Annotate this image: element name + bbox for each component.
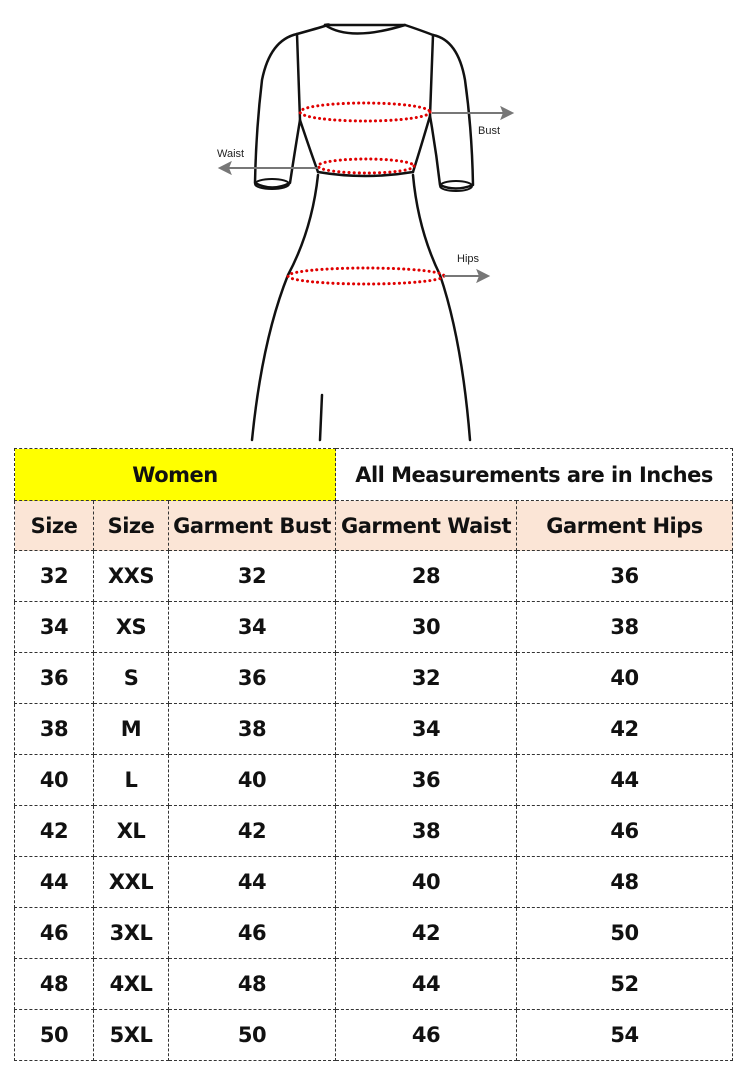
table-title-row: Women All Measurements are in Inches [13, 448, 734, 501]
dress-right-skirt [411, 173, 472, 442]
table-cell: 40 [516, 652, 734, 704]
table-cell: 32 [335, 652, 518, 704]
table-cell: 5XL [93, 1009, 169, 1061]
hips-label: Hips [457, 253, 480, 265]
table-cell: 3XL [93, 907, 169, 959]
waist-label: Waist [217, 148, 244, 160]
table-cell: 42 [14, 805, 94, 857]
table-cell: XL [93, 805, 169, 857]
table-cell: 48 [14, 958, 94, 1010]
table-cell: 42 [516, 703, 734, 755]
table-cell: 36 [14, 652, 94, 704]
table-cell: 40 [167, 754, 337, 806]
table-row: 40 L 40 36 44 [14, 754, 734, 806]
table-cell: XS [93, 601, 169, 653]
table-cell: 38 [14, 703, 94, 755]
column-header: Garment Bust [167, 500, 337, 551]
table-cell: 52 [516, 958, 734, 1010]
table-cell: 32 [167, 550, 337, 602]
table-cell: 42 [167, 805, 337, 857]
table-cell: 40 [14, 754, 94, 806]
table-row: 34 XS 34 30 38 [14, 601, 734, 653]
bust-label: Bust [478, 125, 500, 137]
table-cell: 46 [335, 1009, 518, 1061]
dress-neck-inner [323, 23, 407, 35]
column-header: Garment Waist [335, 500, 518, 551]
column-header: Size [14, 500, 94, 551]
hips-measure-line [286, 266, 446, 286]
table-cell: 44 [167, 856, 337, 908]
table-cell: 50 [14, 1009, 94, 1061]
table-cell: 44 [516, 754, 734, 806]
dress-right-sleeve [428, 33, 475, 190]
table-row: 46 3XL 46 42 50 [14, 907, 734, 959]
table-cell: 36 [167, 652, 337, 704]
table-cell: 46 [167, 907, 337, 959]
column-header: Garment Hips [516, 500, 734, 551]
table-cell: 50 [167, 1009, 337, 1061]
dress-left-sleeve [253, 32, 302, 189]
table-cell: 38 [335, 805, 518, 857]
table-cell: L [93, 754, 169, 806]
table-cell: 46 [516, 805, 734, 857]
bust-measure-line [298, 101, 432, 123]
table-cell: 34 [14, 601, 94, 653]
dress-right-bodice [411, 33, 435, 174]
dress-left-bodice [295, 32, 320, 174]
dress-neckline [295, 23, 435, 37]
table-cell: 30 [335, 601, 518, 653]
table-cell: XXS [93, 550, 169, 602]
table-cell: 38 [516, 601, 734, 653]
table-cell: 4XL [93, 958, 169, 1010]
dress-center-fold [318, 393, 324, 442]
table-cell: 38 [167, 703, 337, 755]
table-row: 48 4XL 48 44 52 [14, 958, 734, 1010]
table-cell: 54 [516, 1009, 734, 1061]
dress-waistband [316, 170, 415, 178]
units-note: All Measurements are in Inches [335, 448, 734, 501]
table-title: Women [13, 448, 337, 501]
waist-measure-line [316, 157, 416, 175]
column-header-row: Size Size Garment Bust Garment Waist Gar… [14, 500, 734, 551]
table-cell: 36 [516, 550, 734, 602]
table-cell: 32 [14, 550, 94, 602]
table-cell: 44 [14, 856, 94, 908]
table-cell: 34 [167, 601, 337, 653]
table-row: 32 XXS 32 28 36 [14, 550, 734, 602]
table-row: 36 S 36 32 40 [14, 652, 734, 704]
table-cell: M [93, 703, 169, 755]
table-cell: 34 [335, 703, 518, 755]
table-cell: 48 [167, 958, 337, 1010]
table-cell: 44 [335, 958, 518, 1010]
column-header: Size [93, 500, 169, 551]
table-row: 44 XXL 44 40 48 [14, 856, 734, 908]
table-cell: 46 [14, 907, 94, 959]
table-row: 50 5XL 50 46 54 [14, 1009, 734, 1061]
table-cell: S [93, 652, 169, 704]
table-cell: XXL [93, 856, 169, 908]
dress-measurement-diagram: Bust Waist Hips [217, 23, 515, 442]
size-chart-table: Women All Measurements are in Inches Siz… [13, 448, 734, 1061]
table-cell: 28 [335, 550, 518, 602]
table-row: 38 M 38 34 42 [14, 703, 734, 755]
table-cell: 36 [335, 754, 518, 806]
table-cell: 42 [335, 907, 518, 959]
table-cell: 48 [516, 856, 734, 908]
table-row: 42 XL 42 38 46 [14, 805, 734, 857]
table-cell: 50 [516, 907, 734, 959]
table-cell: 40 [335, 856, 518, 908]
dress-left-skirt [250, 173, 320, 442]
